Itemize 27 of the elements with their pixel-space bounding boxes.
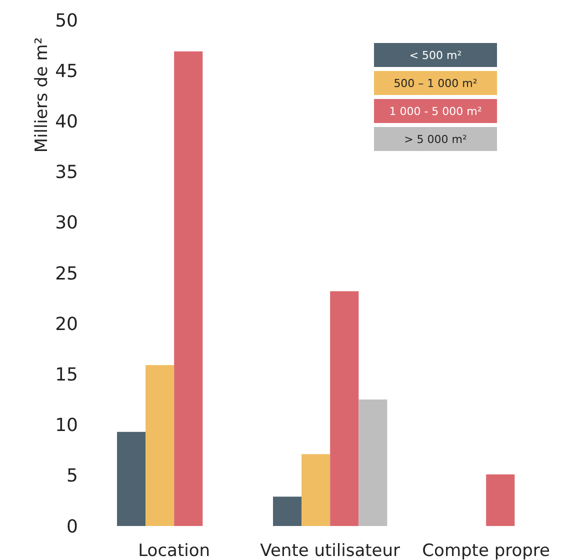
y-tick-label: 50 [55,10,78,32]
y-tick-label: 25 [55,263,78,284]
text: 1 000 - 5 000 m² [389,104,482,118]
y-tick-label: 20 [55,314,78,335]
bar [174,51,203,526]
y-tick-label: 45 [55,60,78,82]
text: < 500 m² [409,48,462,62]
y-tick-label: 5 [66,466,78,487]
bar [302,454,330,526]
bar [486,474,515,526]
y-tick-label: 35 [55,162,78,184]
text: 500 – 1 000 m² [394,76,478,90]
y-tick-label: 0 [66,516,78,538]
y-axis-title: Milliers de m² [32,37,52,153]
x-tick-label: Vente utilisateur [260,541,400,560]
y-tick-label: 10 [55,415,78,436]
bar [116,432,146,526]
x-tick-label: Location [138,541,210,560]
y-tick-label: 40 [55,112,78,132]
bar [330,291,359,526]
y-tick-label: 15 [55,364,78,386]
bar [358,400,388,526]
text: > 5 000 m² [404,132,467,146]
y-tick-label: 30 [55,212,78,234]
bar [146,365,174,526]
x-tick-label: Compte propre [422,541,550,560]
bar [272,496,302,526]
